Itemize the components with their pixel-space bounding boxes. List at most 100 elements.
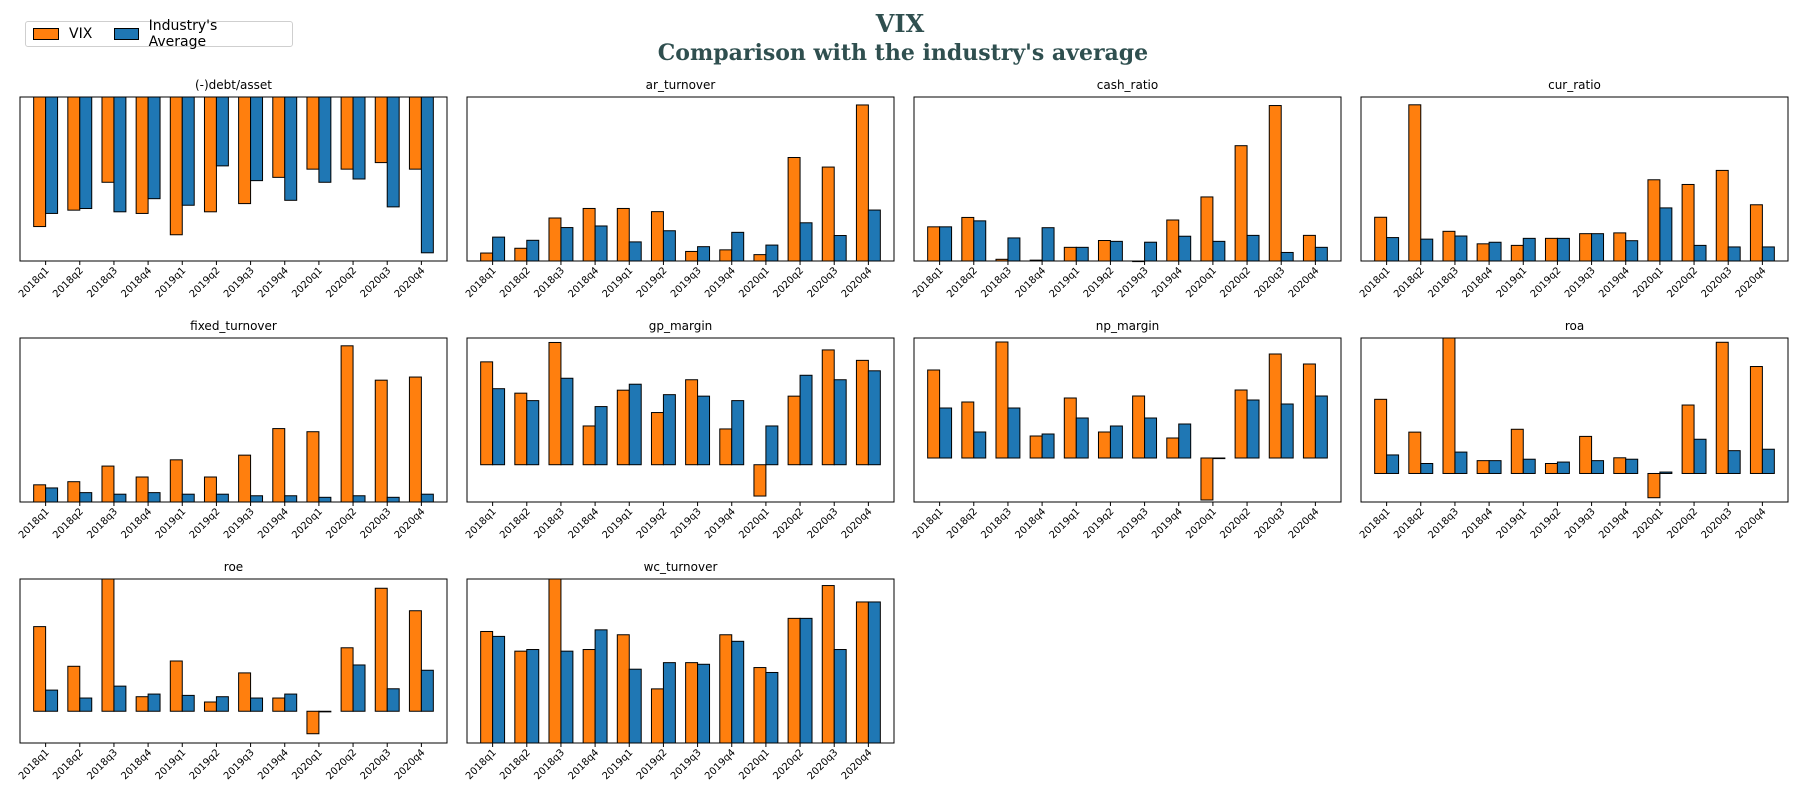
x-tick-label: 2020q1 <box>290 506 325 541</box>
legend-swatch-company <box>33 28 59 40</box>
x-tick-label: 2020q1 <box>1631 265 1666 300</box>
bar-company <box>1613 232 1627 262</box>
x-tick-label: 2019q4 <box>1597 506 1632 541</box>
bar-industry <box>113 96 127 213</box>
bar-company <box>374 587 388 712</box>
bar-company <box>1097 431 1111 459</box>
bar-company <box>1097 240 1111 262</box>
x-tick-label: 2018q4 <box>1013 265 1048 300</box>
bar-industry <box>799 222 813 262</box>
bar-industry <box>799 617 813 744</box>
bar-industry <box>731 231 745 262</box>
bar-industry <box>833 379 847 466</box>
bar-company <box>272 96 286 178</box>
bar-industry <box>628 668 642 744</box>
bar-industry <box>560 377 574 466</box>
bar-industry <box>1693 438 1707 474</box>
subplot-frame <box>19 578 448 744</box>
bar-company <box>1476 243 1490 262</box>
x-tick-label: 2020q1 <box>1184 506 1219 541</box>
subplot-title: fixed_turnover <box>190 319 277 333</box>
bar-company <box>1647 179 1661 262</box>
bar-industry <box>594 225 608 262</box>
bar-company <box>753 464 767 497</box>
x-tick-label: 2018q3 <box>532 747 567 782</box>
x-tick-label: 2019q2 <box>635 747 670 782</box>
bar-industry <box>1178 423 1192 459</box>
x-tick-label: 2020q1 <box>737 265 772 300</box>
bar-industry <box>833 235 847 262</box>
bar-industry <box>250 495 264 503</box>
bar-industry <box>594 406 608 466</box>
bar-company <box>33 626 47 712</box>
x-tick-label: 2018q4 <box>1460 506 1495 541</box>
bar-company <box>582 425 596 466</box>
bar-industry <box>973 431 987 459</box>
bar-company <box>650 688 664 744</box>
bar-industry <box>594 629 608 744</box>
x-tick-label: 2019q3 <box>1563 265 1598 300</box>
bar-company <box>1063 397 1077 459</box>
subplot-frame <box>19 96 448 262</box>
x-tick-label: 2019q2 <box>635 265 670 300</box>
x-tick-label: 2020q4 <box>393 747 428 782</box>
x-tick-label: 2020q2 <box>1218 506 1253 541</box>
x-tick-label: 2019q4 <box>703 506 738 541</box>
bar-industry <box>1522 237 1536 262</box>
bar-company <box>306 710 320 735</box>
x-tick-label: 2020q4 <box>840 265 875 300</box>
bar-industry <box>1556 237 1570 262</box>
x-tick-label: 2020q2 <box>1665 265 1700 300</box>
bar-company <box>238 96 252 205</box>
subplot-title: ar_turnover <box>646 78 716 92</box>
x-tick-label: 2020q3 <box>806 506 841 541</box>
bar-company <box>480 630 494 744</box>
bar-company <box>1681 404 1695 474</box>
bar-company <box>480 361 494 466</box>
bar-company <box>340 96 354 170</box>
bar-company <box>719 634 733 744</box>
bar-company <box>67 481 81 503</box>
bar-industry <box>1454 451 1468 474</box>
bar-industry <box>492 388 506 466</box>
bar-industry <box>352 664 366 712</box>
x-tick-label: 2020q4 <box>393 506 428 541</box>
x-tick-label: 2019q3 <box>1563 506 1598 541</box>
bar-industry <box>526 239 540 262</box>
bar-industry <box>386 688 400 712</box>
x-tick-label: 2019q3 <box>222 747 257 782</box>
legend-item-industry: Industry's Average <box>114 18 270 50</box>
x-tick-label: 2019q4 <box>256 265 291 300</box>
bar-industry <box>181 96 195 206</box>
bar-industry <box>867 209 881 262</box>
bar-industry <box>1761 246 1775 262</box>
bar-company <box>821 166 835 262</box>
figure-title: VIX <box>875 9 925 38</box>
x-tick-label: 2018q3 <box>979 265 1014 300</box>
bar-industry <box>113 493 127 503</box>
bar-industry <box>1761 448 1775 474</box>
x-tick-label: 2018q1 <box>1358 506 1393 541</box>
bar-company <box>33 484 47 503</box>
bar-industry <box>1693 244 1707 262</box>
bar-industry <box>1144 417 1158 459</box>
bar-industry <box>1041 433 1055 459</box>
x-tick-label: 2018q2 <box>498 265 533 300</box>
bar-industry <box>1556 461 1570 474</box>
bar-company <box>1579 435 1593 474</box>
bar-industry <box>1488 460 1502 474</box>
bar-industry <box>147 492 161 503</box>
subplot-title: gp_margin <box>649 319 713 333</box>
bar-industry <box>1727 246 1741 262</box>
bar-company <box>548 578 562 744</box>
bar-company <box>961 401 975 459</box>
bar-company <box>753 254 767 262</box>
legend-item-company: VIX <box>33 26 92 42</box>
bar-industry <box>1420 238 1434 262</box>
bar-industry <box>526 400 540 466</box>
bar-company <box>995 341 1009 459</box>
bar-industry <box>420 493 434 503</box>
